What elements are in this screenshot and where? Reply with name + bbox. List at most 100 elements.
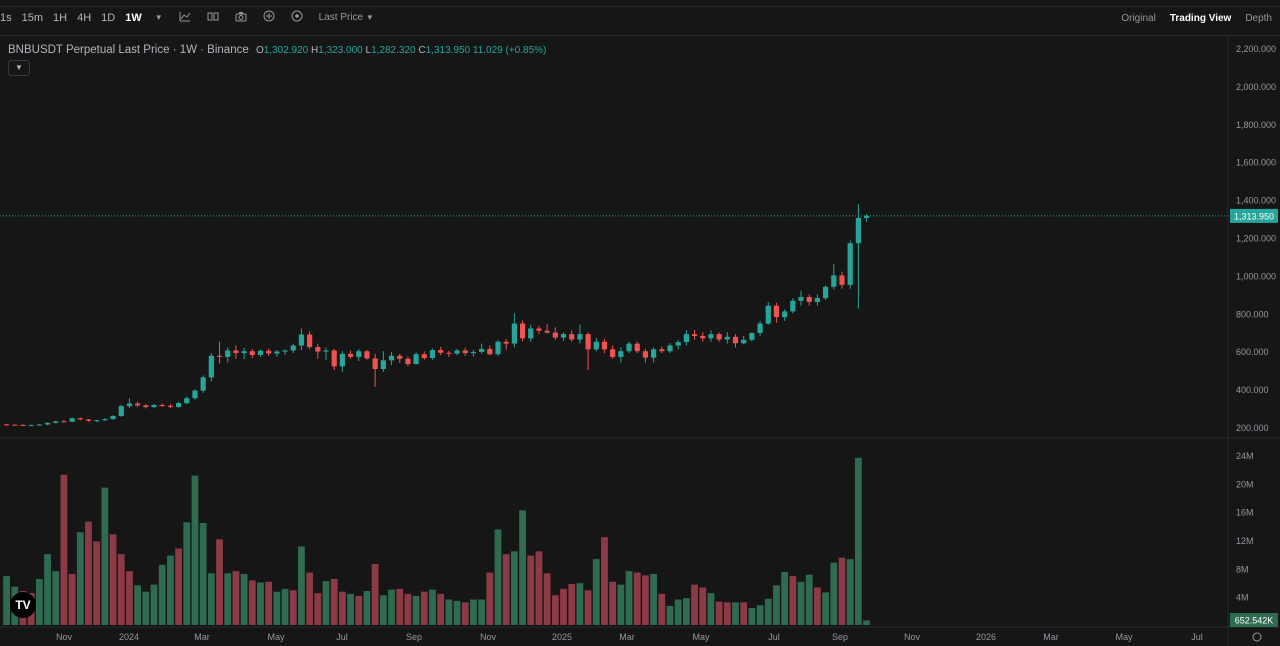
high-value: 1,323.000 (318, 45, 363, 56)
volume-bar (224, 573, 232, 625)
tf-1s[interactable]: 1s (0, 11, 12, 24)
candle-body (863, 215, 870, 218)
tab-trading-view[interactable]: Trading View (1169, 12, 1232, 24)
volume-bar (642, 575, 649, 625)
axis-settings-icon[interactable] (1252, 632, 1262, 642)
tf-15m[interactable]: 15m (21, 11, 44, 24)
tf-4h[interactable]: 4H (77, 11, 92, 24)
candle-body (216, 355, 223, 357)
volume-bar (519, 510, 526, 625)
volume-bar (535, 551, 543, 625)
volume-bar (846, 559, 854, 625)
candle-body (102, 419, 108, 421)
volume-bar (281, 588, 289, 625)
timeframe-dropdown-icon[interactable]: ▼ (154, 13, 163, 22)
candle-body (69, 418, 75, 422)
candle-body (61, 421, 67, 423)
volume-bar (60, 474, 68, 625)
tab-original[interactable]: Original (1121, 12, 1156, 24)
time-tick-label: Nov (904, 632, 921, 642)
volume-bar (781, 571, 789, 625)
candle-body (44, 422, 51, 425)
volume-bar (822, 592, 829, 625)
candle-body (634, 343, 640, 352)
volume-bar (404, 593, 412, 625)
time-tick-label: Jul (768, 632, 780, 642)
volume-bar (109, 534, 117, 625)
candle-body (544, 330, 550, 333)
time-tick-label: Mar (619, 632, 635, 642)
candle-body (282, 350, 288, 352)
tf-1h[interactable]: 1H (53, 11, 68, 24)
last-price-label: 1,313.950 (1234, 211, 1274, 221)
candle-body (4, 424, 10, 426)
candle-body (659, 349, 665, 352)
volume-bar (486, 572, 494, 625)
volume-bar (338, 591, 346, 625)
volume-bar (232, 571, 240, 625)
volume-bar (633, 572, 641, 625)
volume-bar (273, 591, 281, 625)
candle-body (601, 341, 608, 350)
tab-depth[interactable]: Depth (1245, 12, 1272, 24)
volume-bar (314, 593, 322, 625)
candle-body (806, 297, 812, 302)
volume-bar (126, 571, 133, 625)
time-tick-label: Sep (406, 632, 422, 642)
price-type-select[interactable]: Last Price ▼ (311, 12, 382, 23)
candle-body (724, 336, 730, 340)
candle-body (732, 336, 739, 344)
candle-body (847, 243, 853, 285)
volume-bar (355, 595, 363, 625)
settings-icon[interactable] (283, 10, 311, 25)
volume-bar (543, 573, 551, 625)
candle-body (511, 323, 517, 344)
volume-bar (830, 562, 838, 625)
volume-tick-label: 20M (1236, 479, 1254, 489)
indicators-icon[interactable] (171, 11, 199, 25)
candle-body (347, 353, 354, 357)
candle-body (380, 360, 386, 370)
change-value: 11.029 (+0.85%) (472, 45, 547, 56)
candle-body (454, 350, 460, 354)
candle-body (323, 350, 329, 352)
volume-bar (207, 573, 215, 625)
candle-body (413, 354, 419, 365)
camera-icon[interactable] (227, 11, 255, 25)
volume-bar (740, 602, 748, 625)
volume-bar (707, 593, 715, 625)
volume-bar (199, 523, 207, 625)
volume-bar (44, 554, 51, 625)
candle-body (167, 405, 173, 407)
candle-body (560, 334, 567, 338)
candle-body (569, 334, 575, 340)
candle-body (610, 349, 616, 357)
volume-bar (68, 574, 76, 625)
volume-bar (838, 557, 846, 625)
view-tabs: Original Trading View Depth (1107, 0, 1272, 36)
candle-body (274, 351, 280, 354)
volume-bar (289, 590, 297, 625)
candle-body (651, 349, 657, 358)
price-type-label: Last Price (318, 12, 364, 23)
price-tick-label: 1,600.000 (1236, 158, 1276, 168)
volume-bar (453, 600, 461, 625)
add-icon[interactable] (255, 10, 283, 25)
time-tick-label: May (1115, 632, 1133, 642)
candle-body (397, 355, 403, 359)
compare-icon[interactable] (199, 11, 227, 25)
chart-legend: BNBUSDT Perpetual Last Price · 1W · Bina… (8, 44, 546, 56)
candle-body (184, 398, 190, 404)
tf-1w[interactable]: 1W (125, 11, 142, 24)
volume-tick-label: 16M (1236, 508, 1254, 518)
tf-1d[interactable]: 1D (101, 11, 116, 24)
candle-body (683, 334, 689, 343)
volume-bar (322, 581, 330, 625)
candle-body (135, 403, 141, 406)
legend-collapse-button[interactable]: ▼ (8, 60, 30, 76)
volume-bar (494, 529, 502, 625)
open-label: O (255, 45, 264, 56)
candle-body (528, 328, 534, 339)
high-label: H (311, 45, 319, 56)
